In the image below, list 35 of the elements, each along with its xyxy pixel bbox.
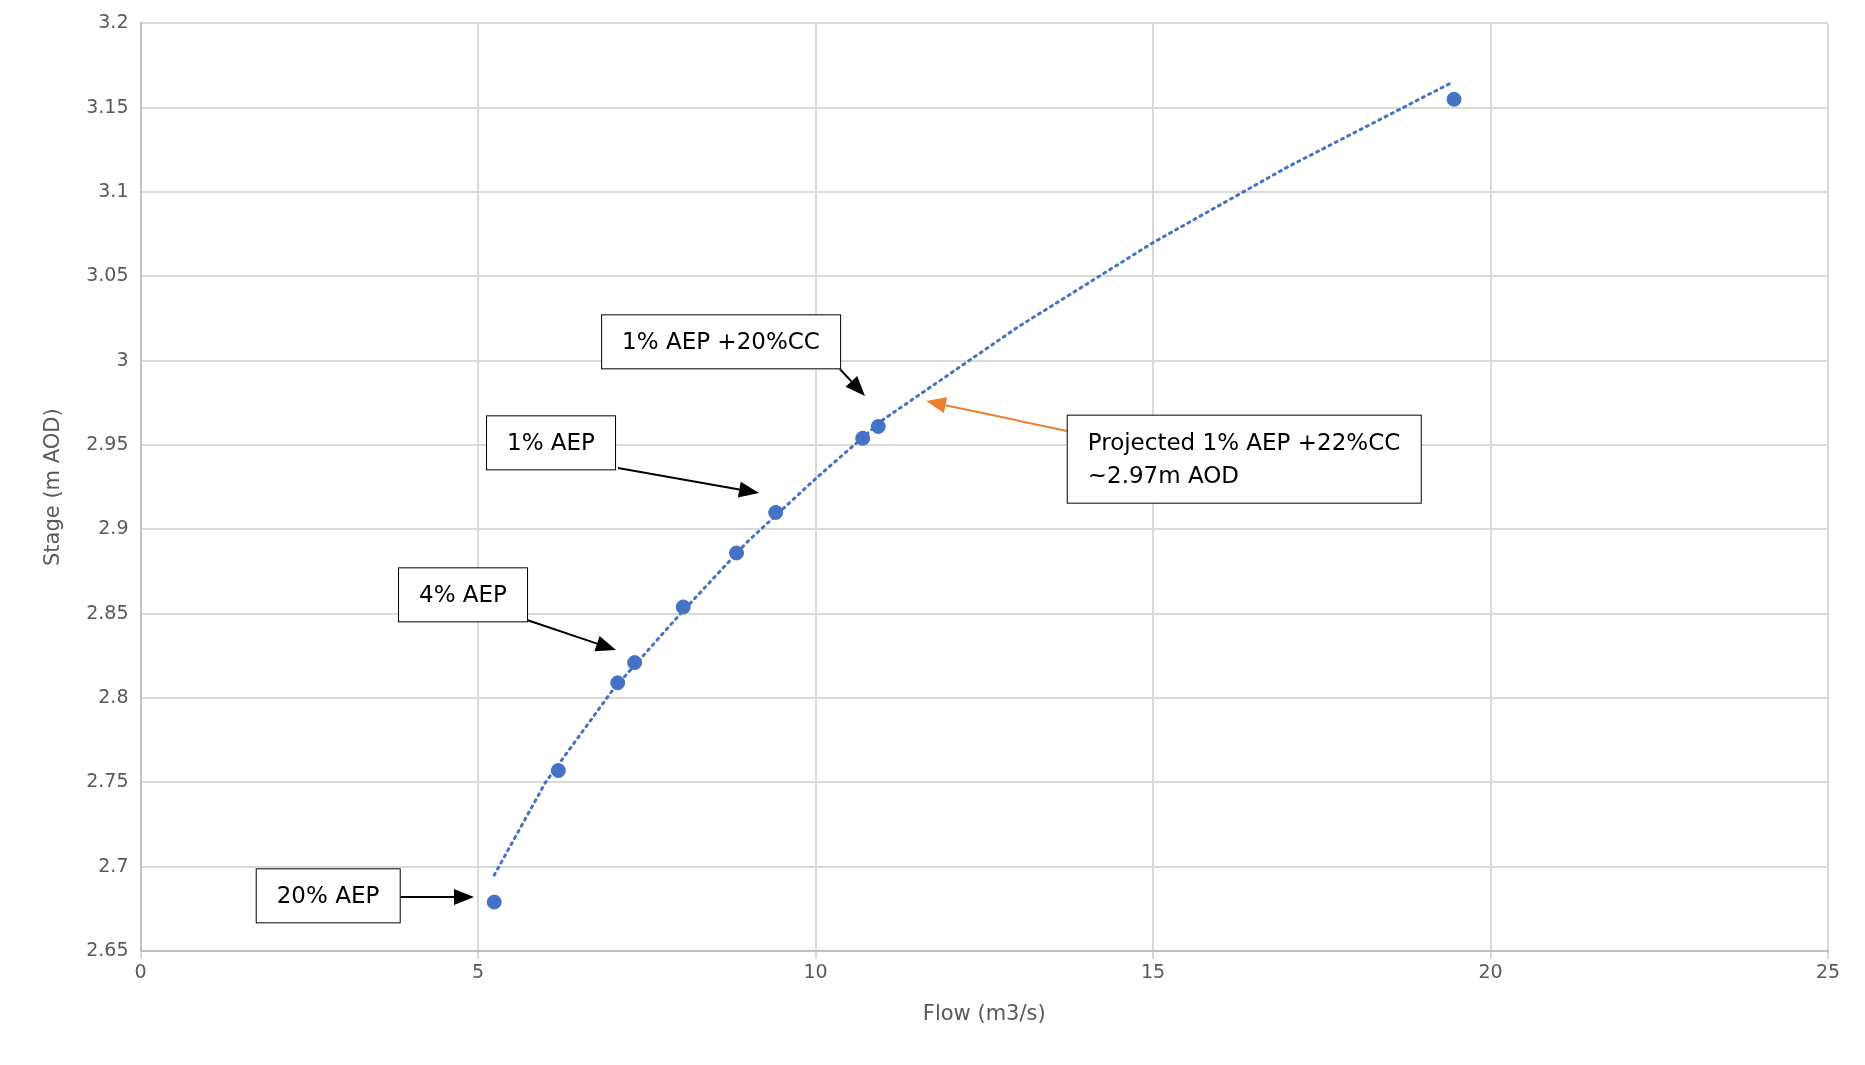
annotation: 4% AEP: [398, 567, 528, 623]
annotation: 20% AEP: [255, 868, 401, 924]
x-tick-label: 15: [1140, 960, 1166, 983]
x-tick-label: 5: [471, 960, 485, 983]
point: [768, 505, 784, 520]
y-tick-label: 2.8: [98, 684, 129, 707]
y-tick-label: 3: [116, 347, 129, 370]
point: [610, 675, 626, 691]
y-tick-label: 2.75: [86, 769, 129, 792]
y-tick-label: 2.95: [86, 431, 129, 454]
x-tick-label: 25: [1815, 960, 1841, 983]
annotation: 1% AEP: [486, 415, 616, 471]
point: [550, 763, 566, 779]
y-tick-label: 2.9: [98, 516, 129, 539]
x-tick-label: 10: [803, 960, 828, 983]
y-tick-label: 2.65: [86, 937, 129, 960]
point: [855, 430, 871, 446]
y-tick-label: 3.2: [98, 10, 129, 33]
y-tick-label: 3.05: [86, 263, 129, 286]
y-tick-label: 2.7: [98, 853, 129, 876]
x-tick-label: 20: [1478, 960, 1503, 983]
x-tick-label: 0: [134, 960, 147, 983]
point: [486, 894, 502, 910]
y-tick-label: 3.15: [86, 94, 129, 117]
y-tick-label: 2.85: [86, 600, 129, 623]
point: [870, 418, 886, 434]
x-axis-title: Flow (m3/s): [922, 1000, 1046, 1025]
point: [729, 545, 745, 561]
y-axis-title: Stage (m AOD): [40, 408, 65, 566]
y-tick-label: 3.1: [98, 178, 129, 201]
point: [1446, 91, 1462, 107]
point: [675, 599, 691, 615]
point: [627, 655, 643, 671]
annotation: 1% AEP +20%CC: [601, 314, 841, 370]
annotation: Projected 1% AEP +22%CC ~2.97m AOD: [1066, 414, 1422, 504]
